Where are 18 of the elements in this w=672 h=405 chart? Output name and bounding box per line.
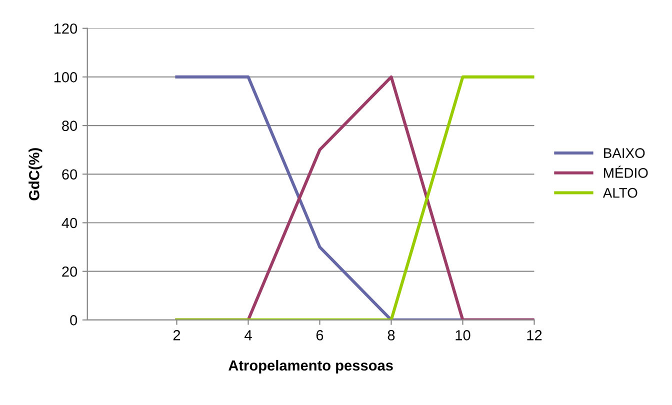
x-tick-label: 2 [173,330,180,340]
y-tick-label: 120 [54,23,78,34]
legend-label: BAIXO [604,148,645,158]
x-tick-label: 10 [456,330,470,340]
legend-label: MÉDIO [604,166,648,178]
y-tick-label: 100 [54,72,78,82]
y-tick-label: 0 [70,315,78,326]
x-tick-label: 8 [388,330,395,340]
x-tick-label: 12 [527,330,542,340]
x-axis-title: Atropelamento pessoas [228,360,393,374]
x-tick-label: 4 [244,330,252,340]
legend-label: ALTO [602,188,638,198]
y-tick-label: 20 [62,266,78,277]
y-tick-label: 80 [62,120,78,131]
y-axis-title: GdC(%) [28,148,42,200]
y-tick-label: 60 [62,169,78,180]
y-tick-label: 40 [62,218,78,228]
x-tick-label: 6 [316,330,324,340]
